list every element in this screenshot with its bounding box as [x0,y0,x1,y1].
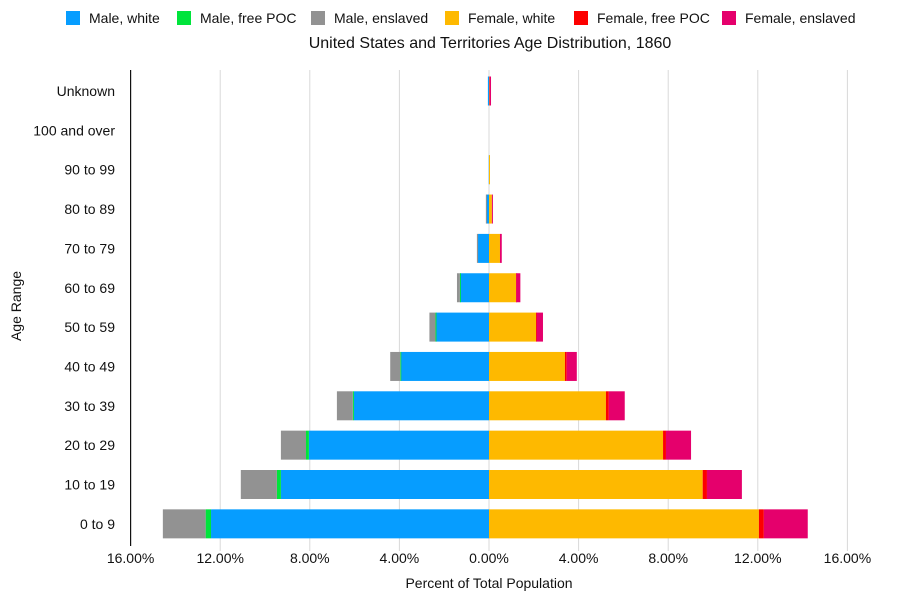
bar-segment [305,430,309,460]
legend-swatch [311,11,325,25]
axes: 16.00% 12.00% 8.00% 4.00% 0.00% 4.00% 8.00% 12.… [33,70,871,566]
bars [162,76,808,539]
bar-segment [336,391,353,421]
bar-segment [489,312,537,342]
x-tick-label: 0.00% [469,550,509,566]
legend-swatch [177,11,191,25]
legend-swatch [66,11,80,25]
bar-segment [605,391,609,421]
bar-segment [758,509,764,539]
x-tick-label: 4.00% [559,550,599,566]
bar-segment [489,351,565,381]
bar-segment [476,233,479,263]
bar-segment [390,351,401,381]
bar-segment [489,155,490,185]
bar-segment [491,194,493,224]
x-tick-label: 4.00% [380,550,420,566]
y-tick-label: 70 to 79 [64,240,115,256]
bar-segment [308,430,489,460]
y-tick-label: Unknown [57,83,115,99]
bar-segment [536,312,543,342]
y-tick-label: 20 to 29 [64,437,115,453]
x-tick-label: 12.00% [734,550,781,566]
bar-segment [489,509,759,539]
bar-segment [486,194,489,224]
bar-segment [489,76,492,106]
bar-segment [240,470,277,499]
bar-segment [352,391,354,421]
y-tick-label: 0 to 9 [80,516,115,532]
x-axis-title: Percent of Total Population [405,575,572,591]
bar-segment [763,509,808,539]
chart-legend: Male, white Male, free POC Male, enslaved F… [0,10,917,30]
x-tick-label: 16.00% [107,550,154,566]
bar-segment [459,273,461,303]
legend-label: Male, enslaved [334,10,429,26]
bar-segment [435,312,437,342]
bar-segment [211,509,490,539]
legend-item: Female, white [445,10,555,26]
bar-segment [205,509,212,539]
chart-title: United States and Territories Age Distri… [308,35,672,52]
x-tick-label: 12.00% [196,550,243,566]
bar-segment [608,391,625,421]
y-tick-label: 90 to 99 [64,162,115,178]
bar-segment [516,273,521,303]
bar-segment [456,273,460,303]
legend-label: Male, white [89,10,160,26]
legend-label: Female, free POC [597,10,710,26]
legend-label: Female, enslaved [745,10,856,26]
y-tick-label: 10 to 19 [64,477,115,493]
y-tick-label: 40 to 49 [64,358,115,374]
bar-segment [460,273,489,303]
bar-segment [663,430,666,460]
bar-segment [162,509,206,539]
legend-label: Female, white [468,10,556,26]
bar-segment [429,312,436,342]
legend-label: Male, free POC [200,10,297,26]
bar-segment [706,470,742,499]
bar-segment [536,312,538,342]
bar-segment [489,430,664,460]
legend-item: Male, white [66,10,160,26]
y-tick-label: 100 and over [33,122,115,138]
bar-segment [400,351,489,381]
bar-segment [276,470,281,499]
bar-segment [564,351,567,381]
bar-segment [566,351,577,381]
y-tick-label: 60 to 69 [64,280,115,296]
y-tick-label: 80 to 89 [64,201,115,217]
legend-swatch [722,11,736,25]
legend-item: Female, enslaved [722,10,856,26]
bar-segment [487,76,489,106]
bar-segment [280,470,489,499]
x-tick-label: 8.00% [648,550,688,566]
bar-segment [478,233,489,263]
legend-item: Female, free POC [574,10,710,26]
legend-item: Male, free POC [177,10,296,26]
x-tick-label: 16.00% [824,550,871,566]
legend-swatch [445,11,459,25]
bar-segment [353,391,489,421]
legend-swatch [574,11,588,25]
bar-segment [489,233,500,263]
bar-segment [665,430,692,460]
y-tick-label: 50 to 59 [64,319,115,335]
bar-segment [489,273,517,303]
x-tick-label: 8.00% [290,550,330,566]
bar-segment [400,351,402,381]
bar-segment [489,470,703,499]
bar-segment [489,194,492,224]
y-axis-title: Age Range [8,271,24,341]
bar-segment [499,233,502,263]
bar-segment [489,391,606,421]
y-tick-label: 30 to 39 [64,398,115,414]
bar-segment [435,312,489,342]
bar-segment [280,430,306,460]
legend-item: Male, enslaved [311,10,428,26]
bar-segment [485,194,487,224]
bar-segment [702,470,707,499]
